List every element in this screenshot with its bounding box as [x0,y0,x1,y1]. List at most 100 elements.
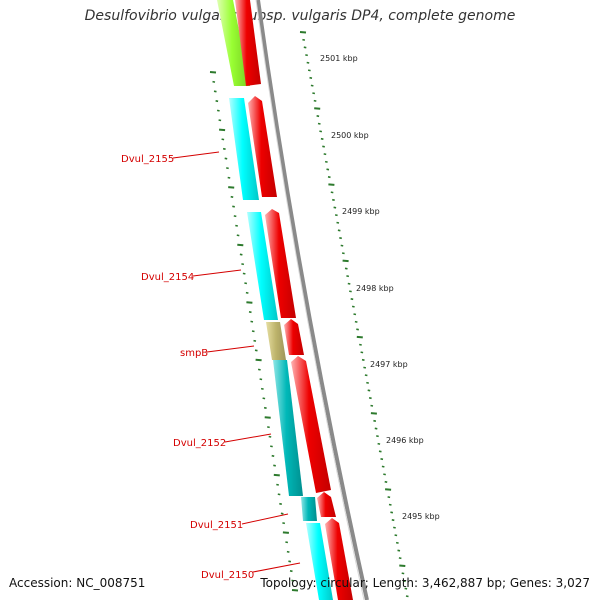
inner-scale-tick [224,157,228,160]
inner-scale-tick [268,435,272,438]
inner-scale-tick [260,387,264,390]
inner-scale-tick [213,90,217,93]
inner-scale-tick [263,406,267,409]
inner-scale-tick [239,253,243,256]
gene-feature-dvul-2152[interactable] [273,360,303,496]
gene-label-smpb[interactable]: smpB [180,348,208,359]
outer-scale-tick [364,374,368,377]
inner-scale-tick [242,272,246,275]
outer-scale-tick [374,427,378,430]
outer-scale-tick [380,458,384,461]
inner-scale-tick [215,100,219,103]
outer-scale-tick [313,99,317,102]
outer-scale-tick [404,587,408,590]
inner-scale-tick [219,128,226,132]
inner-scale-tick [291,579,295,582]
outer-scale-tick [390,511,394,514]
outer-scale-tick [395,541,399,544]
inner-scale-tick [235,224,238,227]
outer-scale-tick [401,572,405,575]
outer-scale-tick [324,160,328,163]
inner-scale-tick [286,550,290,553]
inner-scale-tick [248,311,252,314]
gene-label-dvul-2155[interactable]: Dvul_2155 [121,154,174,165]
outer-scale-tick [385,488,392,491]
outer-scale-tick [307,69,311,72]
gene-feature-forward-6[interactable] [317,492,336,517]
gene-feature-forward-3[interactable] [265,209,296,318]
gene-label-dvul-2152[interactable]: Dvul_2152 [173,438,226,449]
outer-scale-tick [363,366,367,369]
inner-scale-tick [251,330,255,333]
outer-scale-tick [332,198,335,201]
outer-scale-tick [378,450,382,453]
outer-scale-tick [312,92,316,95]
outer-scale-tick [370,412,377,415]
outer-scale-tick [393,526,396,529]
inner-scale-tick [221,138,225,141]
outer-scale-tick [373,419,377,422]
gene-feature-top-lime[interactable] [217,0,250,86]
inner-scale-tick [288,560,292,563]
outer-scale-tick [356,335,363,339]
outer-scale-tick [359,343,362,346]
gene-feature-dvul-2150[interactable] [306,523,333,600]
inner-scale-tick [227,176,231,179]
kbp-label-2500: 2500 kbp [331,131,369,140]
inner-scale-tick [279,502,282,505]
leader-line-dvul-2151 [241,513,289,525]
outer-scale-tick [394,534,398,537]
outer-scale-tick [367,389,371,392]
inner-scale-tick [273,473,280,477]
outer-scale-tick [387,496,391,499]
inner-scale-tick [246,301,253,304]
outer-scale-tick [336,221,340,224]
inner-scale-tick [218,119,222,122]
kbp-label-2499: 2499 kbp [342,207,380,216]
gene-feature-forward-4[interactable] [284,319,304,355]
kbp-label-2501: 2501 kbp [320,54,358,63]
gene-feature-forward-5[interactable] [291,356,331,493]
gene-feature-dvul-2151[interactable] [301,497,317,521]
outer-scale-tick [353,313,357,316]
gene-feature-forward-2[interactable] [248,96,277,197]
genome-backbone-highlight [255,0,365,600]
gene-feature-top-forward[interactable] [235,0,261,86]
gene-feature-dvul-2155[interactable] [229,98,259,200]
gene-label-dvul-2150[interactable]: Dvul_2150 [201,570,254,581]
inner-scale-tick [244,282,248,285]
gene-label-dvul-2151[interactable]: Dvul_2151 [190,520,243,531]
kbp-label-2497: 2497 kbp [370,360,408,369]
gene-feature-smpb[interactable] [266,322,286,360]
outer-scale-tick [346,275,350,278]
outer-scale-tick [350,298,354,301]
gene-feature-forward-7[interactable] [325,518,353,600]
inner-scale-tick [257,368,261,371]
inner-scale-tick [273,464,276,467]
gene-track [217,0,353,600]
inner-scale-tick [236,234,240,237]
inner-scale-tick [226,167,229,170]
inner-scale-tick [276,483,279,486]
outer-scale-tick [384,480,388,483]
inner-scale-tick [216,109,220,112]
leader-line-dvul-2152 [224,433,272,443]
outer-scale-tick [310,84,314,87]
outer-scale-tick [327,176,331,179]
inner-scale-tick [253,339,257,342]
inner-scale-tick [209,71,217,74]
leader-line-dvul-2155 [172,151,220,159]
gene-feature-dvul-2154[interactable] [247,212,278,320]
inner-scale-tick [277,493,281,496]
outer-scale-tick [354,320,358,323]
kbp-label-2496: 2496 kbp [386,436,424,445]
outer-scale-tick [337,229,341,232]
genome-title: Desulfovibrio vulgaris subsp. vulgaris D… [84,8,516,24]
leader-line-smpb [206,345,255,353]
kbp-label-group: 2501 kbp 2500 kbp 2499 kbp 2498 kbp 2497… [320,54,440,521]
genome-summary-text: Topology: circular; Length: 3,462,887 bp… [260,576,590,590]
gene-label-dvul-2154[interactable]: Dvul_2154 [141,272,194,283]
outer-scale-tick [326,168,330,171]
outer-scale-tick [381,465,385,468]
